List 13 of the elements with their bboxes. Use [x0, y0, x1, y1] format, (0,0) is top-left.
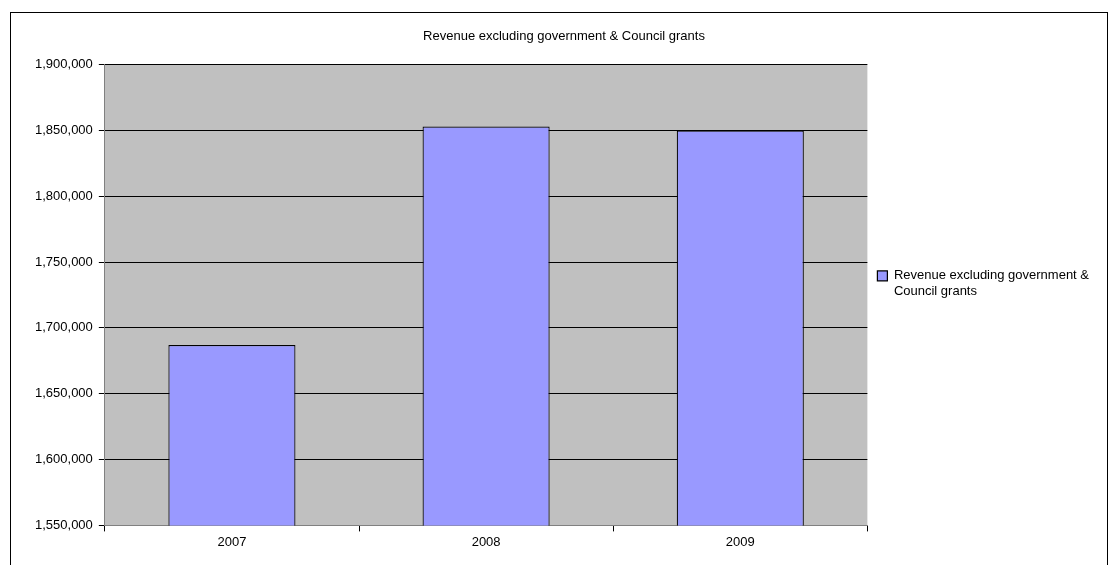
legend-label: Revenue excluding government & Council grants	[893, 267, 1090, 299]
y-tick-label: 1,600,000	[34, 451, 93, 467]
chart-title: Revenue excluding government & Council grants	[423, 28, 706, 44]
y-tick-label: 1,900,000	[34, 56, 93, 72]
x-tick-label: 2008	[471, 533, 501, 549]
y-tick-label: 1,800,000	[34, 187, 93, 203]
y-tick-label: 1,650,000	[34, 385, 93, 401]
x-tick-label: 2007	[217, 533, 247, 549]
y-tick-label: 1,550,000	[34, 516, 93, 532]
y-tick-label: 1,850,000	[34, 122, 93, 138]
y-tick-label: 1,750,000	[34, 253, 93, 269]
y-tick-label: 1,700,000	[34, 319, 93, 335]
x-tick-label: 2009	[725, 533, 755, 549]
